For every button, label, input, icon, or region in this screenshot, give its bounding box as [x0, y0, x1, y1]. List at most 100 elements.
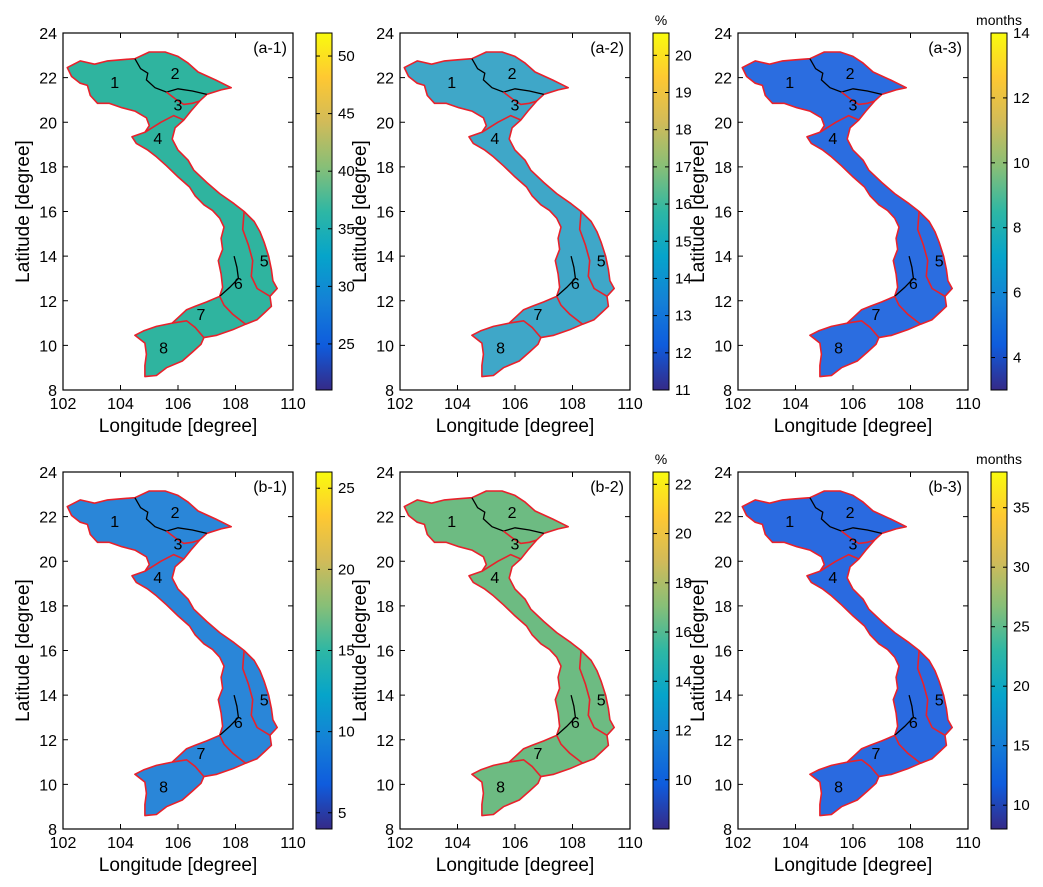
region-label: 2: [846, 66, 855, 83]
colorbar-tick-label: 25: [1013, 619, 1030, 636]
region-label: 6: [909, 276, 918, 293]
y-tick-label: 18: [714, 599, 732, 616]
region-boundary: [841, 530, 875, 545]
region-boundary: [481, 553, 522, 572]
y-tick-label: 16: [376, 644, 394, 661]
x-tick-label: 106: [840, 835, 867, 852]
y-tick-label: 20: [376, 554, 394, 571]
colorbar-unit: %: [655, 12, 667, 28]
y-tick-label: 22: [376, 71, 394, 88]
colorbar-tick-label: 15: [675, 233, 692, 250]
region-label: 5: [260, 693, 269, 710]
y-axis-label: Latitude [degree]: [13, 140, 34, 283]
x-tick-label: 106: [840, 396, 867, 413]
y-tick-label: 8: [385, 822, 394, 839]
x-tick-label: 104: [107, 396, 134, 413]
colorbar-tick-label: 35: [1013, 500, 1030, 517]
colorbar-tick-label: 12: [675, 723, 692, 740]
region-label: 7: [197, 746, 206, 763]
region-label: 2: [508, 505, 517, 522]
x-tick-label: 102: [50, 835, 77, 852]
region-label: 4: [490, 131, 499, 148]
region-label: 4: [490, 570, 499, 587]
colorbar-unit: months: [976, 451, 1022, 467]
colorbar-tick-label: 10: [675, 772, 692, 789]
colorbar-tick-label: 12: [1013, 90, 1030, 107]
y-tick-label: 16: [39, 644, 57, 661]
panel-label: (a-2): [590, 40, 624, 57]
x-tick-label: 108: [897, 396, 924, 413]
region-boundary: [819, 114, 860, 133]
panel-label: (b-2): [590, 479, 624, 496]
colorbar-tick-label: 25: [338, 480, 355, 497]
region-boundary: [841, 91, 875, 106]
colorbar-tick-label: 19: [675, 85, 692, 102]
y-tick-label: 8: [48, 822, 57, 839]
y-axis-label: Latitude [degree]: [688, 579, 709, 722]
colorbar-tick-label: 16: [675, 624, 692, 641]
y-tick-label: 24: [39, 465, 57, 482]
region-boundary: [556, 694, 577, 736]
colorbar-tick-label: 20: [338, 561, 355, 578]
region-boundary: [578, 211, 608, 297]
colorbar-tick-label: 5: [338, 805, 346, 822]
colorbar-tick-label: 15: [338, 643, 355, 660]
region-boundary: [578, 650, 608, 736]
y-tick-label: 10: [376, 777, 394, 794]
region-label: 7: [534, 746, 543, 763]
region-label: 1: [110, 514, 119, 531]
region-boundary: [166, 530, 200, 545]
region-boundary: [241, 650, 271, 736]
colorbar-unit: %: [655, 451, 667, 467]
region-label: 6: [909, 715, 918, 732]
region-label: 5: [260, 254, 269, 271]
region-boundary: [893, 295, 922, 325]
x-tick-label: 102: [725, 835, 752, 852]
region-label: 4: [828, 570, 837, 587]
region-boundary: [218, 734, 247, 764]
map-land-area: [66, 51, 278, 378]
x-tick-label: 102: [387, 396, 414, 413]
y-tick-label: 24: [714, 465, 732, 482]
region-boundary: [144, 114, 185, 133]
region-label: 1: [785, 514, 794, 531]
colorbar-tick-label: 22: [675, 476, 692, 493]
colorbar-tick-label: 20: [675, 47, 692, 64]
region-label: 5: [935, 693, 944, 710]
colorbar-tick-label: 14: [675, 270, 692, 287]
region-label: 3: [511, 536, 520, 553]
region-boundary: [555, 734, 584, 764]
region-label: 2: [508, 66, 517, 83]
region-boundary: [134, 58, 207, 96]
region-label: 1: [447, 75, 456, 92]
y-tick-label: 10: [714, 777, 732, 794]
y-tick-label: 10: [39, 338, 57, 355]
region-label: 6: [234, 276, 243, 293]
panel-label: (b-3): [928, 479, 962, 496]
colorbar-tick-label: 30: [1013, 559, 1030, 576]
y-tick-label: 24: [714, 26, 732, 43]
y-axis-label: Latitude [degree]: [13, 579, 34, 722]
x-axis-label: Longitude [degree]: [99, 855, 257, 876]
y-axis-label: Latitude [degree]: [688, 140, 709, 283]
colorbar-tick-label: 35: [338, 221, 355, 238]
x-tick-label: 110: [955, 835, 981, 852]
y-tick-label: 18: [376, 160, 394, 177]
y-tick-label: 10: [39, 777, 57, 794]
y-tick-label: 10: [714, 338, 732, 355]
x-tick-label: 104: [782, 835, 809, 852]
region-boundary: [509, 758, 542, 778]
map-land-area: [741, 490, 953, 817]
region-label: 1: [785, 75, 794, 92]
region-boundary: [916, 650, 946, 736]
colorbar-tick-label: 18: [675, 122, 692, 139]
region-label: 2: [171, 66, 180, 83]
region-label: 6: [571, 715, 580, 732]
y-tick-label: 18: [714, 160, 732, 177]
region-label: 5: [597, 254, 606, 271]
x-tick-label: 102: [725, 396, 752, 413]
panel-label: (a-3): [928, 40, 962, 57]
region-boundary: [166, 91, 200, 106]
